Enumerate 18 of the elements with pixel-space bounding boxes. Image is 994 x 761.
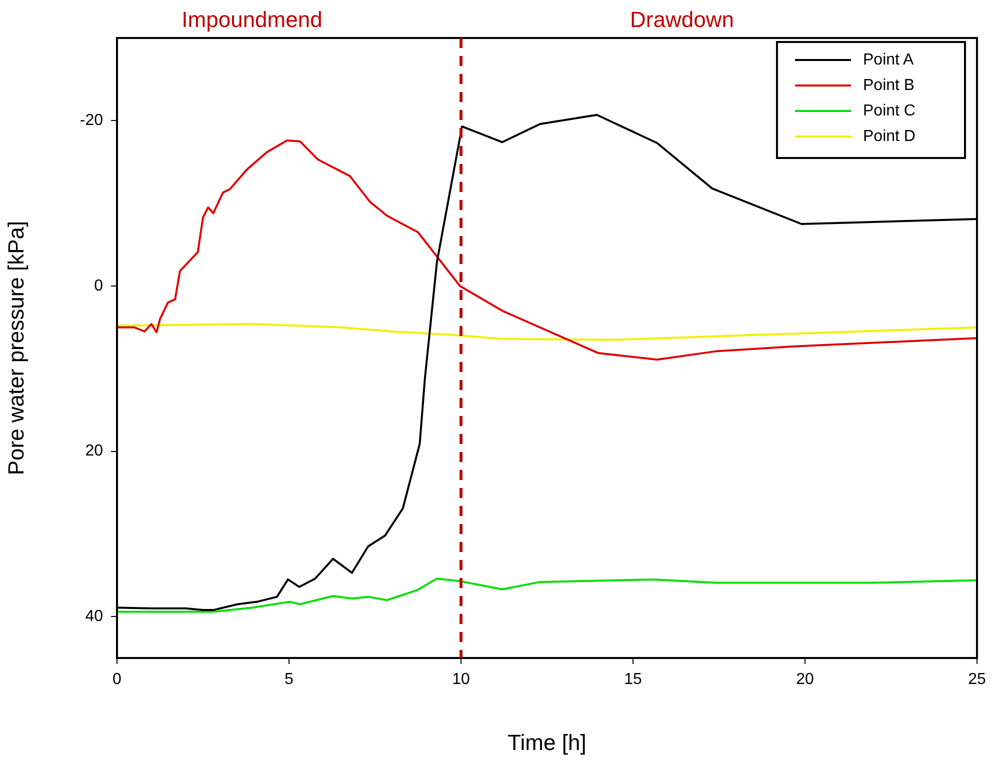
text: Drawdown [630,7,734,32]
legend-label: Point A [863,51,914,68]
x-tick-label: 0 [112,671,122,688]
y-tick-label: -20 [80,112,104,130]
x-tick-label: 15 [624,671,642,688]
y-tick-label: 40 [85,608,104,626]
x-tick-label: 25 [968,671,986,688]
x-tick-label: 10 [452,671,470,688]
y-tick-label: 0 [94,277,104,294]
legend-label: Point C [863,102,916,120]
x-axis-title: Time [h] [508,730,586,755]
legend-label: Point D [863,128,916,145]
y-tick-label: 20 [85,442,104,460]
x-tick-label: 5 [284,671,294,688]
legend-label: Point B [863,76,915,94]
y-axis-title: Pore water pressure [kPa] [3,220,28,476]
x-tick-label: 20 [796,671,814,688]
text: Impoundmend [182,7,322,32]
